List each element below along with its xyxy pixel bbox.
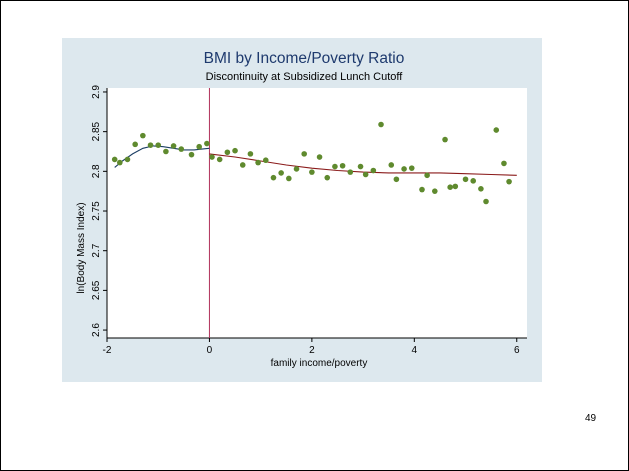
data-point <box>332 164 338 170</box>
data-point <box>255 160 261 166</box>
data-point <box>140 133 146 139</box>
data-point <box>358 164 364 170</box>
chart-subtitle: Discontinuity at Subsidized Lunch Cutoff <box>206 71 404 83</box>
y-axis-label: ln(Body Mass Index) <box>76 202 87 293</box>
scatter-chart: BMI by Income/Poverty Ratio Discontinuit… <box>62 38 542 382</box>
data-point <box>240 162 246 168</box>
data-point <box>340 163 346 169</box>
data-point <box>171 143 177 149</box>
y-tick-label: 2.85 <box>91 121 102 141</box>
y-tick-label: 2.8 <box>91 164 102 178</box>
plot-area <box>107 88 527 338</box>
data-point <box>217 157 223 163</box>
x-tick-label: 0 <box>207 345 213 356</box>
y-axis: 2.6 2.65 2.7 2.75 2.8 2.85 2.9 <box>91 85 107 338</box>
data-point <box>363 172 369 178</box>
data-point <box>163 149 169 155</box>
y-tick-label: 2.6 <box>91 323 102 337</box>
data-point <box>419 187 425 193</box>
data-point <box>424 173 430 179</box>
data-point <box>401 166 407 172</box>
x-axis: -2 0 2 4 6 <box>103 338 527 356</box>
data-point <box>501 161 507 167</box>
data-point <box>248 151 254 157</box>
data-point <box>347 169 353 175</box>
data-point <box>371 168 377 174</box>
data-point <box>278 170 284 176</box>
data-point <box>196 144 202 150</box>
data-point <box>271 175 277 181</box>
data-point <box>317 154 323 160</box>
page-number: 49 <box>585 413 596 424</box>
data-point <box>483 199 489 205</box>
data-point <box>324 175 330 181</box>
data-point <box>204 141 210 147</box>
data-point <box>286 176 292 182</box>
data-point <box>155 142 161 148</box>
data-point <box>378 122 384 128</box>
data-point <box>409 165 415 171</box>
data-point <box>225 149 231 155</box>
y-tick-label: 2.7 <box>91 243 102 257</box>
chart-title: BMI by Income/Poverty Ratio <box>204 50 405 67</box>
y-tick-label: 2.65 <box>91 280 102 300</box>
data-point <box>301 151 307 157</box>
data-point <box>478 186 484 192</box>
data-point <box>294 166 300 172</box>
x-tick-label: 4 <box>412 345 418 356</box>
data-point <box>209 154 215 160</box>
y-tick-label: 2.75 <box>91 201 102 221</box>
data-point <box>189 152 195 158</box>
x-tick-label: -2 <box>103 345 112 356</box>
data-point <box>125 157 131 163</box>
data-point <box>117 160 123 166</box>
x-tick-label: 6 <box>514 345 520 356</box>
data-point <box>442 137 448 143</box>
data-point <box>148 142 154 148</box>
data-point <box>447 184 453 190</box>
data-point <box>432 188 438 194</box>
data-point <box>463 176 469 182</box>
data-point <box>112 157 118 163</box>
x-axis-label: family income/poverty <box>271 358 368 369</box>
y-tick-label: 2.9 <box>91 85 102 99</box>
data-point <box>388 162 394 168</box>
x-tick-label: 2 <box>309 345 315 356</box>
data-point <box>309 169 315 175</box>
data-point <box>178 146 184 152</box>
data-point <box>493 127 499 133</box>
data-point <box>452 184 458 190</box>
chart-panel: BMI by Income/Poverty Ratio Discontinuit… <box>62 38 542 382</box>
data-point <box>263 157 269 163</box>
data-point <box>394 176 400 182</box>
data-point <box>132 142 138 148</box>
data-point <box>470 178 476 184</box>
data-point <box>232 148 238 154</box>
data-point <box>506 179 512 185</box>
